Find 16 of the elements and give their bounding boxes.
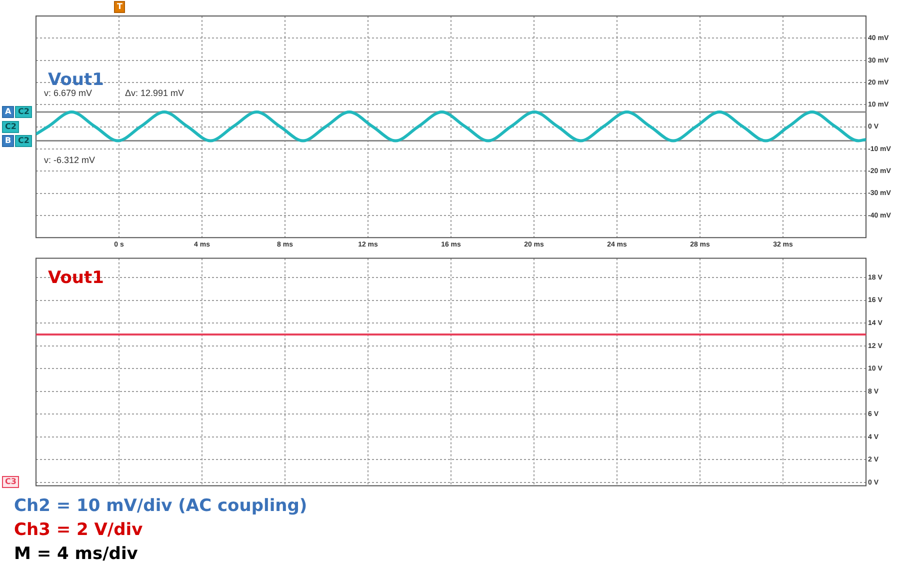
text: C2 bbox=[15, 134, 32, 147]
text: C3 bbox=[2, 476, 20, 488]
annotation: Δv: 12.991 mV bbox=[125, 88, 184, 100]
text: T bbox=[114, 1, 126, 13]
ref-line-label: v: 6.679 mV bbox=[44, 88, 92, 100]
text: C2 bbox=[15, 106, 32, 118]
line-series bbox=[36, 110, 866, 142]
text: Vout1 bbox=[48, 70, 104, 90]
text: Vout1 bbox=[48, 268, 104, 288]
text: C2 bbox=[2, 120, 20, 133]
text: Ch2 = 10 mV/div (AC coupling) bbox=[14, 495, 308, 518]
text: M = 4 ms/div bbox=[14, 543, 139, 566]
ref-line-label: v: -6.312 mV bbox=[44, 154, 96, 166]
text: Ch3 = 2 V/div bbox=[14, 519, 144, 542]
text: A bbox=[2, 106, 14, 118]
text: B bbox=[2, 134, 14, 147]
